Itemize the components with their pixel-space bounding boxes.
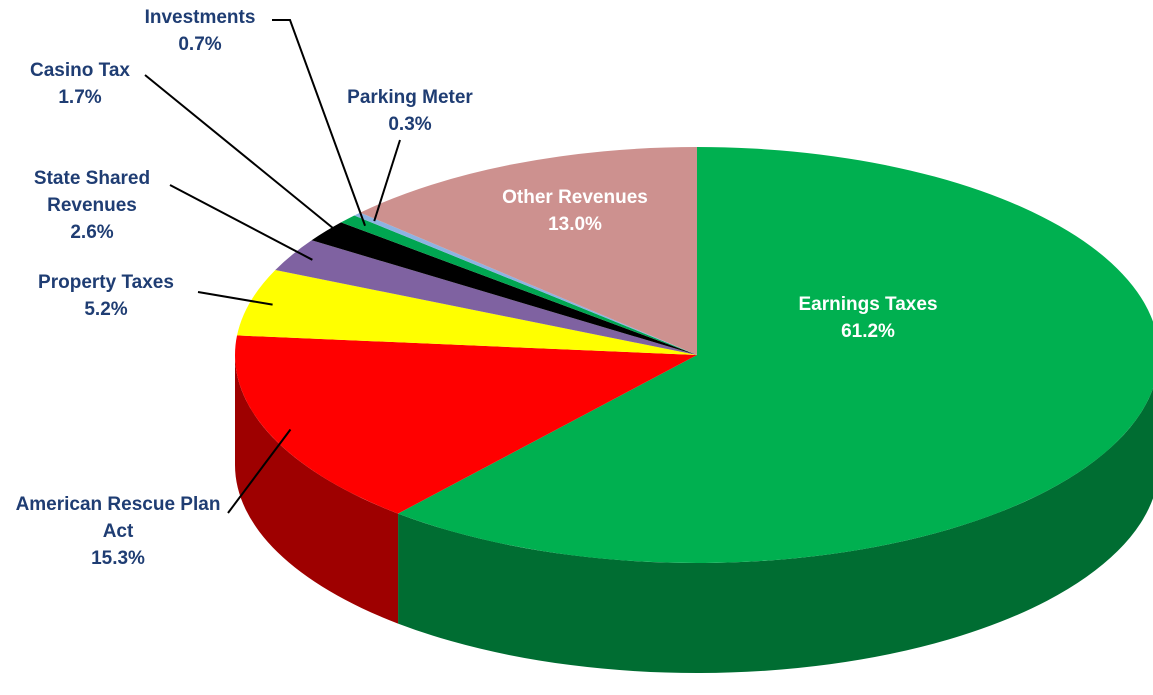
category-name: American Rescue Plan Act xyxy=(15,494,221,542)
value-label: 2.6% xyxy=(70,222,114,243)
slice-side xyxy=(398,388,1153,673)
slice xyxy=(235,335,698,514)
category-name: Investments xyxy=(144,7,256,28)
value-label: 1.7% xyxy=(58,87,102,108)
leader-line xyxy=(169,184,313,261)
value-label: 15.3% xyxy=(91,548,145,569)
slice-label: Investments 0.7% xyxy=(120,4,280,58)
slice xyxy=(354,212,697,355)
slice-label: Property Taxes 5.2% xyxy=(6,269,206,323)
leader-line xyxy=(373,139,401,222)
leader-line xyxy=(272,19,366,227)
value-label: 61.2% xyxy=(841,321,895,342)
category-name: Other Revenues xyxy=(502,187,648,208)
slice xyxy=(237,270,698,355)
slice-side xyxy=(235,355,399,624)
slice xyxy=(341,215,697,355)
slice-label: American Rescue Plan Act 15.3% xyxy=(3,491,233,572)
slice xyxy=(311,222,697,355)
slice-label: Earnings Taxes 61.2% xyxy=(748,291,988,345)
slice xyxy=(360,147,697,355)
slice-label: Other Revenues 13.0% xyxy=(475,184,675,238)
leader-line xyxy=(144,74,346,239)
category-name: Property Taxes xyxy=(38,272,174,293)
leader-line xyxy=(197,291,273,306)
category-name: Parking Meter xyxy=(347,87,473,108)
category-name: Casino Tax xyxy=(30,60,130,81)
value-label: 0.7% xyxy=(178,34,222,55)
slice-label: Casino Tax 1.7% xyxy=(5,57,155,111)
leader-line xyxy=(227,428,292,514)
slice-label: Parking Meter 0.3% xyxy=(320,84,500,138)
slice xyxy=(275,240,697,355)
category-name: Earnings Taxes xyxy=(798,294,938,315)
value-label: 0.3% xyxy=(388,114,432,135)
value-label: 13.0% xyxy=(548,214,602,235)
slice xyxy=(398,147,1153,563)
category-name: State Shared Revenues xyxy=(33,168,151,216)
slice-label: State Shared Revenues 2.6% xyxy=(7,165,177,246)
value-label: 5.2% xyxy=(84,299,128,320)
